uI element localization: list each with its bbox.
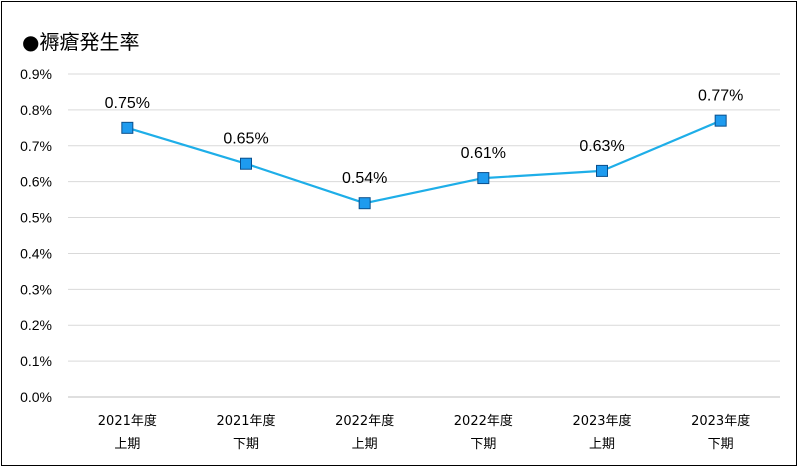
x-tick-sublabel: 上期 xyxy=(114,437,140,452)
data-point xyxy=(714,114,727,127)
y-tick-label: 0.4% xyxy=(20,245,52,261)
x-tick-label: 2023年度 xyxy=(691,413,750,429)
data-labels: 0.75% 0.65% 0.54% 0.61% 0.63% 0.77% xyxy=(105,88,744,188)
data-point xyxy=(240,157,252,170)
data-label: 0.77% xyxy=(698,88,743,105)
data-point xyxy=(121,121,134,134)
y-tick-label: 0.9% xyxy=(20,66,52,82)
data-label: 0.54% xyxy=(342,170,387,187)
data-point xyxy=(596,164,608,177)
y-tick-label: 0.6% xyxy=(20,174,52,190)
series-polyline xyxy=(126,119,722,205)
x-tick-sublabel: 上期 xyxy=(352,437,378,452)
y-tick-label: 0.5% xyxy=(20,210,52,226)
chart-title: ●褥瘡発生率 xyxy=(22,30,140,54)
x-tick-sublabel: 下期 xyxy=(708,437,734,452)
series-line xyxy=(121,114,727,210)
x-tick-label: 2023年度 xyxy=(572,413,631,429)
y-tick-label: 0.2% xyxy=(20,317,52,333)
data-point xyxy=(477,172,490,185)
y-tick-label: 0.8% xyxy=(20,102,52,118)
x-tick-label: 2021年度 xyxy=(98,413,157,429)
gridlines xyxy=(68,73,780,398)
x-tick-sublabel: 下期 xyxy=(470,437,496,452)
data-label: 0.65% xyxy=(223,131,268,148)
x-tick-label: 2022年度 xyxy=(335,413,394,429)
data-point xyxy=(358,197,371,210)
x-tick-label: 2022年度 xyxy=(454,413,513,429)
data-label: 0.75% xyxy=(105,95,150,112)
x-tick-label: 2021年度 xyxy=(216,413,275,429)
x-axis: 2021年度上期2021年度下期2022年度上期2022年度下期2023年度上期… xyxy=(98,413,750,452)
data-label: 0.63% xyxy=(579,138,624,155)
y-tick-label: 0.3% xyxy=(20,281,52,297)
x-tick-sublabel: 下期 xyxy=(233,437,259,452)
y-tick-label: 0.0% xyxy=(20,389,52,405)
y-tick-label: 0.1% xyxy=(20,353,52,369)
y-tick-label: 0.7% xyxy=(20,138,52,154)
x-tick-sublabel: 上期 xyxy=(589,437,615,452)
data-label: 0.61% xyxy=(461,145,506,162)
y-axis: 0.0% 0.1% 0.2% 0.3% 0.4% 0.5% 0.6% 0.7% 0.8% 0.9% xyxy=(20,66,52,405)
